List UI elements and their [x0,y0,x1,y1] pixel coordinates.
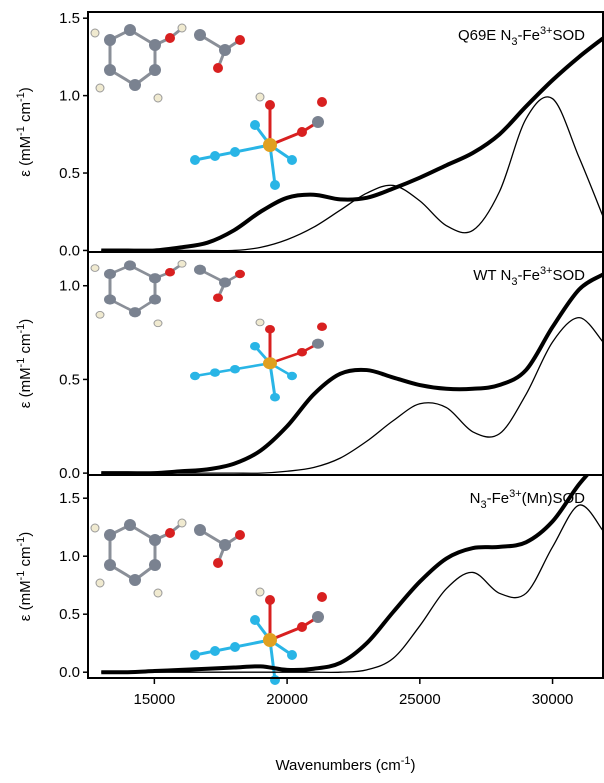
panel-label-part: 3+ [540,265,553,277]
spectrum-line [101,36,603,252]
panel-label-part: Q69E N [458,27,511,44]
spectrum-line [101,504,603,674]
y-tick-label: 0.0 [59,242,80,259]
y-axis-label-part: ε (mM [17,580,34,621]
y-tick-label: 0.5 [59,371,80,388]
spectrum-line [101,272,603,475]
x-axis-label-part: -1 [401,755,411,767]
panel-label-part: WT N [473,267,511,284]
y-tick-label: 0.5 [59,606,80,623]
y-axis-label-part: -1 [15,92,27,102]
molecule-structure [89,22,329,192]
y-axis-label-part: -1 [15,324,27,334]
y-axis-label-part: ) [17,87,34,92]
y-tick-label: 1.5 [59,490,80,507]
y-tick-label: 1.0 [59,88,80,105]
x-tick-label: 20000 [266,691,308,708]
y-axis-label-part: ) [17,319,34,324]
panel-label-part: 3 [480,499,486,511]
y-tick-label: 1.0 [59,548,80,565]
spectrum-line [101,316,603,474]
panel-label-part: -Fe [487,490,510,507]
molecule-structure [89,517,329,687]
y-tick-label: 0.5 [59,165,80,182]
y-axis-label-part: cm [17,546,34,570]
panel-label: WT N3-Fe3+SOD [473,265,585,288]
x-tick-label: 30000 [532,691,574,708]
y-axis-label-part: -1 [15,126,27,136]
y-axis-label-part: -1 [15,571,27,581]
panel-label-part: 3+ [509,488,522,500]
panel-label-part: -Fe [517,27,540,44]
panel-label-part: 3+ [540,25,553,37]
panel-label-part: 3 [511,36,517,48]
panel-frame [87,11,604,253]
panel-label-part: -Fe [517,267,540,284]
panel-label-part: (Mn)SOD [522,490,586,507]
y-axis-label: ε (mM-1 cm-1) [15,87,34,177]
x-tick-label: 15000 [134,691,176,708]
x-axis-label-part: Wavenumbers (cm [275,757,400,774]
y-axis-label: ε (mM-1 cm-1) [15,532,34,622]
x-tick-label: 25000 [399,691,441,708]
y-axis-label-part: cm [17,333,34,357]
panel-label-part: SOD [552,27,585,44]
panel-label: N3-Fe3+(Mn)SOD [470,488,586,511]
panel-frame [87,251,604,476]
y-tick-label: 0.0 [59,664,80,681]
panel-frame [87,474,604,679]
y-axis-label-part: -1 [15,358,27,368]
spectrum-line [101,96,603,252]
y-axis-label-part: ε (mM [17,136,34,177]
spectrum-line [101,475,590,675]
panel-label-part: N [470,490,481,507]
y-axis-label-part: -1 [15,537,27,547]
y-axis-label-part: cm [17,102,34,126]
y-tick-label: 1.0 [59,278,80,295]
y-tick-label: 1.5 [59,10,80,27]
panel-label: Q69E N3-Fe3+SOD [458,25,585,48]
molecule-structure [89,258,329,403]
panel-label-part: SOD [552,267,585,284]
x-axis-label-part: ) [411,757,416,774]
y-axis-label-part: ε (mM [17,367,34,408]
y-axis-label-part: ) [17,532,34,537]
y-tick-label: 0.0 [59,465,80,482]
x-axis-label: Wavenumbers (cm-1) [275,755,415,774]
panel-label-part: 3 [511,276,517,288]
y-axis-label: ε (mM-1 cm-1) [15,319,34,409]
